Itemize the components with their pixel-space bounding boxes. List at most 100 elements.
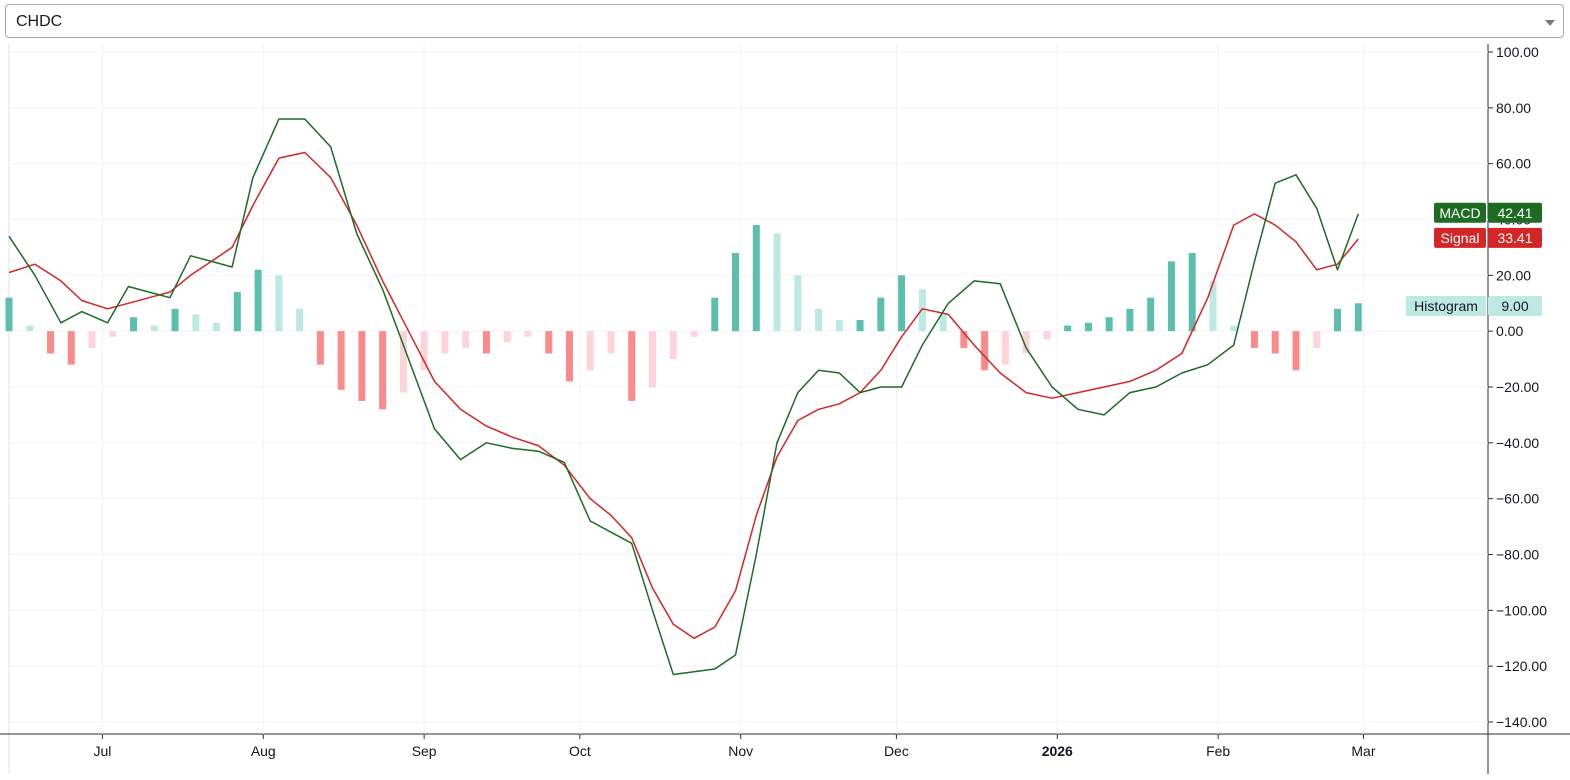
ticker-select-value: CHDC bbox=[16, 13, 63, 30]
histogram-bar bbox=[1188, 253, 1196, 332]
histogram-bar bbox=[1064, 325, 1072, 332]
signal-label-value: 33.41 bbox=[1497, 230, 1532, 246]
x-tick-label: Mar bbox=[1351, 743, 1375, 759]
x-tick-label: Oct bbox=[569, 743, 591, 759]
macd-line bbox=[8, 118, 1360, 676]
histogram-bar bbox=[358, 331, 366, 401]
histogram-bar bbox=[399, 331, 407, 393]
histogram-bar bbox=[960, 331, 968, 348]
macd-label-name: MACD bbox=[1439, 205, 1480, 221]
histogram-bar bbox=[379, 331, 387, 410]
histogram-bar bbox=[1209, 280, 1217, 332]
macd-chart[interactable]: 100.0080.0060.0040.0020.000.00−20.00−40.… bbox=[0, 44, 1570, 775]
histogram-bar bbox=[815, 308, 823, 332]
histogram-bar bbox=[1354, 303, 1362, 332]
histogram-bar bbox=[1313, 331, 1321, 348]
histogram-bar bbox=[752, 225, 760, 332]
y-tick-label: −40.00 bbox=[1496, 435, 1539, 451]
price-labels: MACD 42.41 Signal 33.41 Histogram 9.00 bbox=[1406, 202, 1542, 317]
y-tick-label: 0.00 bbox=[1496, 323, 1523, 339]
histogram-bar bbox=[586, 331, 594, 371]
histogram-bar bbox=[254, 269, 262, 332]
histogram-series bbox=[5, 225, 1362, 410]
y-tick-label: −120.00 bbox=[1496, 658, 1547, 674]
histogram-bar bbox=[856, 320, 864, 332]
histogram-label-name: Histogram bbox=[1414, 298, 1478, 314]
histogram-bar bbox=[1105, 317, 1113, 332]
histogram-bar bbox=[1022, 331, 1030, 354]
histogram-bar bbox=[1271, 331, 1279, 354]
histogram-bar bbox=[732, 253, 740, 332]
macd-value-bg bbox=[1488, 202, 1542, 223]
histogram-bar bbox=[233, 292, 241, 332]
histogram-bar bbox=[1084, 322, 1092, 332]
x-axis: Jul Aug Sep Oct Nov Dec 2026 Feb Mar bbox=[93, 734, 1376, 759]
histogram-bar bbox=[296, 308, 304, 332]
histogram-bar bbox=[628, 331, 636, 401]
x-tick-label: Nov bbox=[728, 743, 753, 759]
histogram-bar bbox=[939, 314, 947, 332]
signal-value-bg bbox=[1488, 227, 1542, 248]
chevron-down-icon[interactable] bbox=[1545, 20, 1555, 26]
histogram-bar bbox=[648, 331, 656, 387]
y-axis: 100.0080.0060.0040.0020.000.00−20.00−40.… bbox=[1488, 44, 1547, 730]
histogram-bar bbox=[1250, 331, 1258, 348]
macd-label-value: 42.41 bbox=[1497, 205, 1532, 221]
histogram-label-value: 9.00 bbox=[1501, 298, 1528, 314]
x-tick-label: Dec bbox=[884, 743, 909, 759]
x-tick-label: Jul bbox=[93, 743, 111, 759]
histogram-bar bbox=[192, 314, 200, 332]
histogram-bar bbox=[482, 331, 490, 354]
histogram-bar bbox=[1167, 261, 1175, 332]
histogram-bar bbox=[420, 331, 428, 371]
histogram-bar bbox=[918, 289, 926, 332]
histogram-bar bbox=[316, 331, 324, 365]
histogram-bar bbox=[524, 331, 532, 337]
histogram-bar bbox=[67, 331, 75, 365]
chart-container[interactable]: 100.0080.0060.0040.0020.000.00−20.00−40.… bbox=[0, 44, 1570, 775]
histogram-bar bbox=[711, 297, 719, 332]
y-tick-label: 60.00 bbox=[1496, 156, 1531, 172]
macd-label-bg bbox=[1434, 202, 1486, 223]
histogram-bar bbox=[1230, 325, 1238, 332]
x-tick-label: 2026 bbox=[1042, 743, 1073, 759]
histogram-bar bbox=[898, 275, 906, 332]
y-tick-label: 20.00 bbox=[1496, 267, 1531, 283]
histogram-bar bbox=[835, 320, 843, 332]
grid bbox=[0, 44, 1570, 774]
histogram-bar bbox=[130, 317, 138, 332]
x-tick-label: Feb bbox=[1206, 743, 1230, 759]
ticker-select[interactable]: CHDC bbox=[5, 4, 1564, 38]
histogram-bar bbox=[150, 325, 158, 332]
histogram-bar bbox=[88, 331, 96, 348]
histogram-bar bbox=[1001, 331, 1009, 365]
histogram-bar bbox=[690, 331, 698, 337]
histogram-bar bbox=[503, 331, 511, 343]
histogram-bar bbox=[545, 331, 553, 354]
histogram-bar bbox=[462, 331, 470, 348]
histogram-bar bbox=[1292, 331, 1300, 371]
lines bbox=[8, 118, 1360, 676]
histogram-value-bg bbox=[1488, 296, 1542, 317]
x-tick-label: Sep bbox=[412, 743, 437, 759]
histogram-bar bbox=[26, 325, 34, 332]
histogram-bar bbox=[1043, 331, 1051, 340]
y-tick-label: −80.00 bbox=[1496, 547, 1539, 563]
y-tick-label: −100.00 bbox=[1496, 602, 1547, 618]
y-tick-label: −20.00 bbox=[1496, 379, 1539, 395]
y-tick-label: −140.00 bbox=[1496, 714, 1547, 730]
histogram-bar bbox=[877, 297, 885, 332]
histogram-bar bbox=[1147, 297, 1155, 332]
histogram-bar bbox=[441, 331, 449, 354]
histogram-bar bbox=[213, 322, 221, 332]
histogram-bar bbox=[5, 297, 13, 332]
histogram-bar bbox=[47, 331, 55, 354]
signal-line bbox=[8, 151, 1359, 640]
signal-label-bg bbox=[1434, 227, 1486, 248]
x-tick-label: Aug bbox=[251, 743, 276, 759]
histogram-bar bbox=[669, 331, 677, 360]
histogram-bar bbox=[109, 331, 117, 337]
histogram-bar bbox=[565, 331, 573, 382]
histogram-bar bbox=[773, 233, 781, 332]
histogram-bar bbox=[275, 275, 283, 332]
